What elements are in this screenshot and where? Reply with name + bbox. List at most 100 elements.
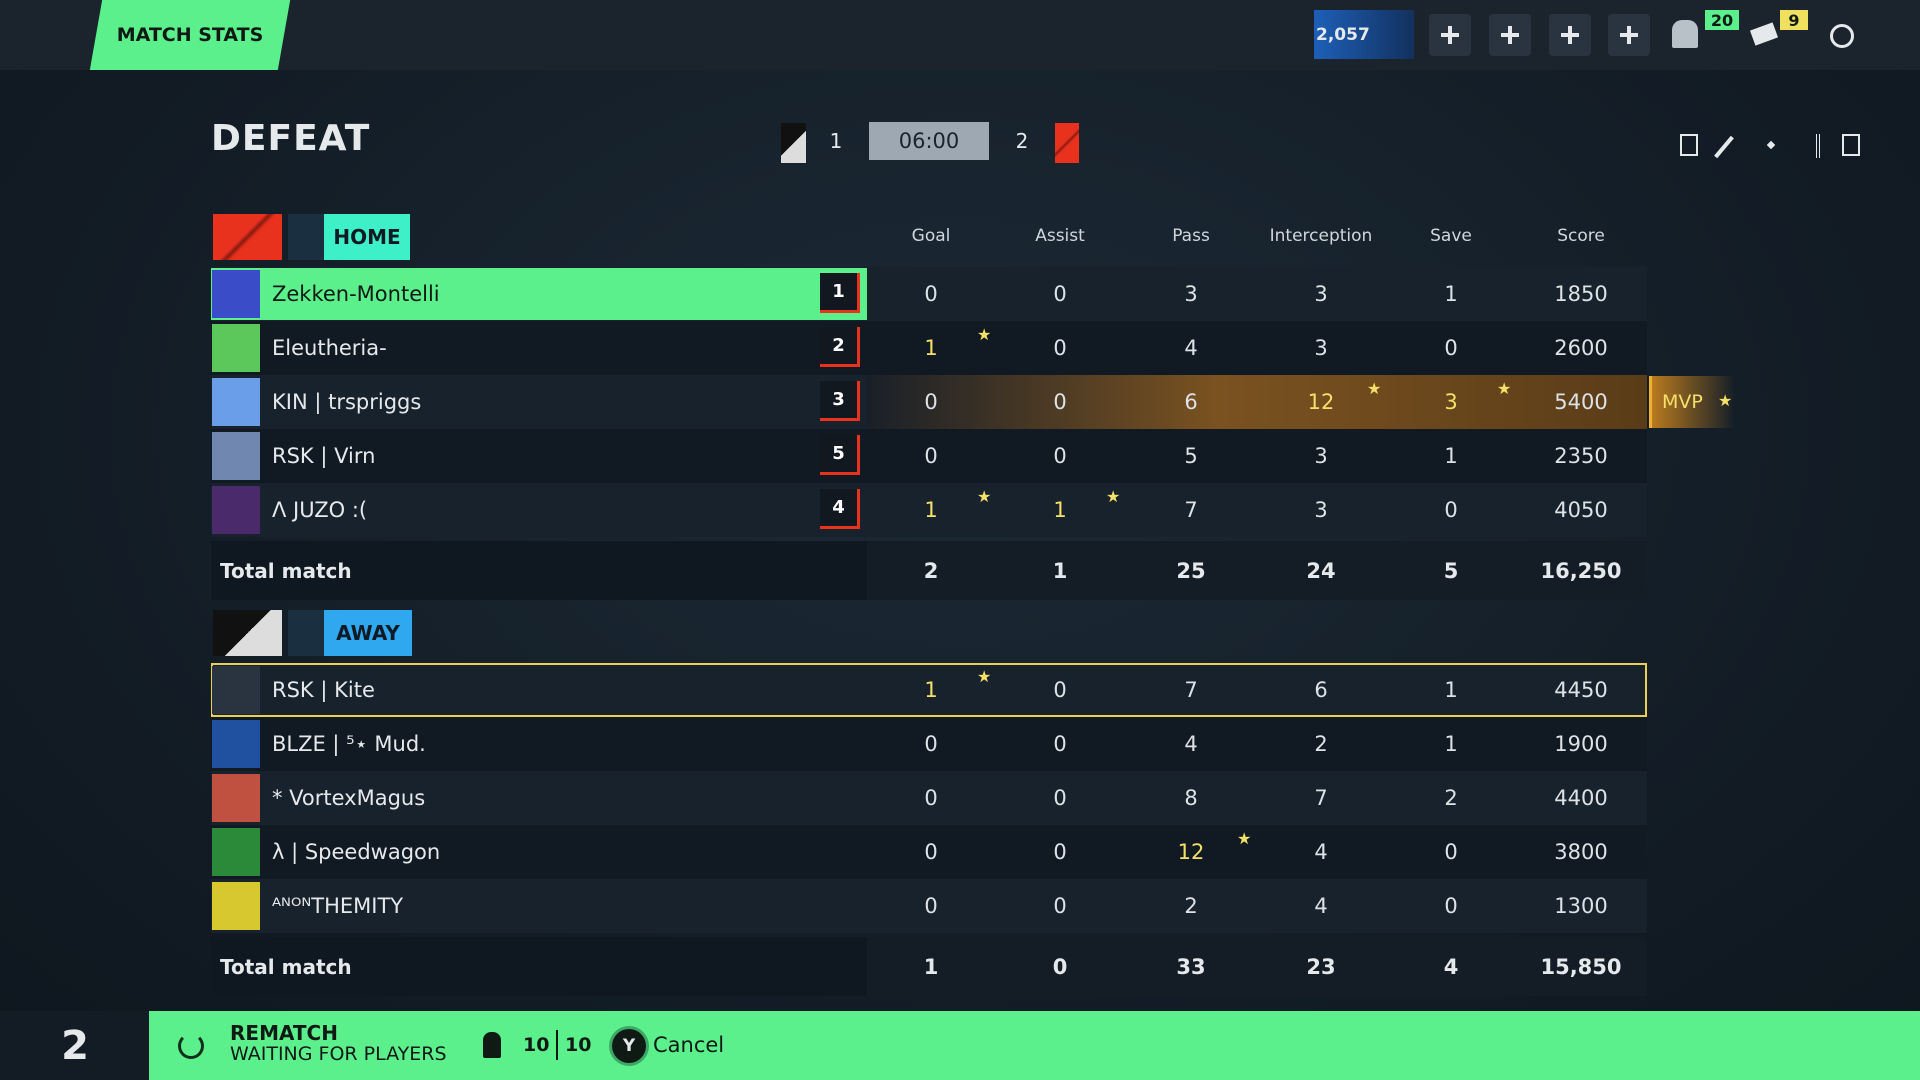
column-header: Score [1557,226,1605,246]
star: ★ [1367,379,1382,398]
total-label: Total match [220,954,352,979]
stat: 0 [1053,282,1067,306]
stat: 0 [924,894,938,918]
tab-title[interactable]: MATCH STATS [116,24,264,46]
avatar [212,666,260,714]
row-bg [211,429,1647,483]
spinner [178,1033,204,1059]
stat: 0 [1444,498,1458,522]
away-score: 2 [1015,129,1029,153]
stat: 2 [1314,732,1328,756]
menu-icon[interactable] [1830,24,1854,48]
stat: 1 [1444,678,1458,702]
team-flag [213,214,282,260]
row-bg [211,483,1647,537]
stat: 0 [1444,840,1458,864]
stat: 5400 [1554,390,1608,414]
stat: 8 [1184,786,1198,810]
stat: 4 [1314,894,1328,918]
player-name: KIN | trspriggs [272,390,422,414]
stat: 1900 [1554,732,1608,756]
avatar [212,486,260,534]
stat: 2 [1184,894,1198,918]
stat: 5 [1184,444,1198,468]
stat: 3 [1314,444,1328,468]
stat: 4050 [1554,498,1608,522]
total-stat: 15,850 [1540,954,1622,979]
player-name: ᴬᴺᴼᴺTHEMITY [272,894,404,918]
stat: 1 [1444,732,1458,756]
stat: 1 [924,498,938,522]
friends-icon[interactable] [1672,20,1698,48]
row-bg [211,663,1647,717]
total-bg [211,937,867,996]
plus-button[interactable] [1489,14,1531,56]
mic-icon[interactable] [1714,135,1734,159]
lt-icon [1680,134,1698,156]
avatar [212,774,260,822]
stat: 0 [1053,732,1067,756]
stat: 4450 [1554,678,1608,702]
star: ★ [977,325,992,344]
home-flag [781,123,806,163]
star: ★ [1237,829,1252,848]
mvp-tag: MVP [1649,376,1735,428]
total-stat: 4 [1443,954,1459,979]
player-name: BLZE | ⁵⋆ Mud. [272,732,426,756]
stat: 4 [1314,840,1328,864]
team-flag [213,610,282,656]
stat: 4400 [1554,786,1608,810]
total-stat: 5 [1443,558,1459,583]
player-name: Eleutheria- [272,336,387,360]
total-stat: 23 [1306,954,1336,979]
ready-count: 10 [523,1034,550,1056]
row-bg [211,717,1647,771]
stat: 1 [924,678,938,702]
total-stat: 33 [1176,954,1206,979]
column-header: Goal [911,226,951,246]
star: ★ [1718,391,1733,410]
stat: 0 [924,840,938,864]
player-name: RSK | Virn [272,444,376,468]
total-stat: 1 [1052,558,1068,583]
stat: 2 [1444,786,1458,810]
stat: 0 [1053,390,1067,414]
stat: 1300 [1554,894,1608,918]
currency[interactable]: 2,057 [1314,10,1414,59]
stat: 7 [1314,786,1328,810]
away-flag [1055,123,1079,163]
stat: 4 [1184,732,1198,756]
footer-bar [149,1011,1920,1080]
footer-title: REMATCH [230,1021,338,1045]
volume-icon[interactable] [1796,134,1820,158]
stat: 1 [924,336,938,360]
stat: 2600 [1554,336,1608,360]
stat: 0 [924,282,938,306]
avatar [212,270,260,318]
stat: 0 [924,786,938,810]
stat: 3800 [1554,840,1608,864]
y-button[interactable]: Y [612,1029,646,1063]
stat: 0 [1053,894,1067,918]
rank-badge: 5 [820,435,860,475]
row-bg [211,771,1647,825]
stat: 3 [1314,336,1328,360]
cancel-button[interactable]: Cancel [653,1033,725,1057]
team-emblem [288,214,324,260]
dot [1766,140,1776,150]
stat: 0 [924,444,938,468]
plus-button[interactable] [1549,14,1591,56]
plus-button[interactable] [1608,14,1650,56]
stat: 2350 [1554,444,1608,468]
avatar [212,324,260,372]
total-bg [211,541,867,600]
column-header: Assist [1035,226,1085,246]
stat: 0 [1053,840,1067,864]
stat: 3 [1444,390,1458,414]
plus-button[interactable] [1429,14,1471,56]
avatar [212,828,260,876]
total-stats-bg [867,937,1647,996]
stat: 3 [1314,498,1328,522]
total-count: 10 [565,1034,592,1056]
